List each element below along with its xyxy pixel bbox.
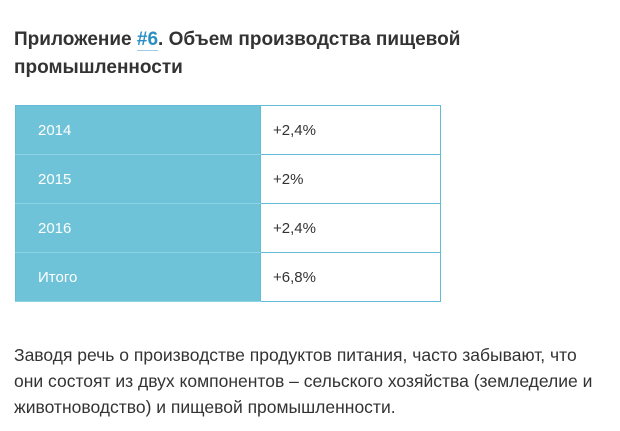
- row-value: +2,4%: [260, 203, 441, 253]
- heading-prefix: Приложение: [14, 29, 137, 50]
- row-label: 2016: [15, 203, 261, 253]
- row-label: Итого: [15, 252, 261, 302]
- row-value: +2,4%: [260, 105, 441, 155]
- table-row: Итого +6,8%: [15, 252, 441, 302]
- appendix-heading: Приложение #6. Объем производства пищево…: [14, 26, 604, 82]
- row-label: 2015: [15, 154, 261, 204]
- heading-suffix: . Объем производства пищевой промышленно…: [14, 29, 461, 78]
- table-row: 2015 +2%: [15, 154, 441, 204]
- body-paragraph: Заводя речь о производстве продуктов пит…: [14, 344, 593, 417]
- production-volume-table: 2014 +2,4% 2015 +2% 2016 +2,4% Итого +6,…: [15, 105, 441, 302]
- row-value: +2%: [260, 154, 441, 204]
- row-label: 2014: [15, 105, 261, 155]
- table-row: 2016 +2,4%: [15, 203, 441, 253]
- row-value: +6,8%: [260, 252, 441, 302]
- table-row: 2014 +2,4%: [15, 105, 441, 155]
- appendix-number-link[interactable]: #6: [136, 29, 159, 51]
